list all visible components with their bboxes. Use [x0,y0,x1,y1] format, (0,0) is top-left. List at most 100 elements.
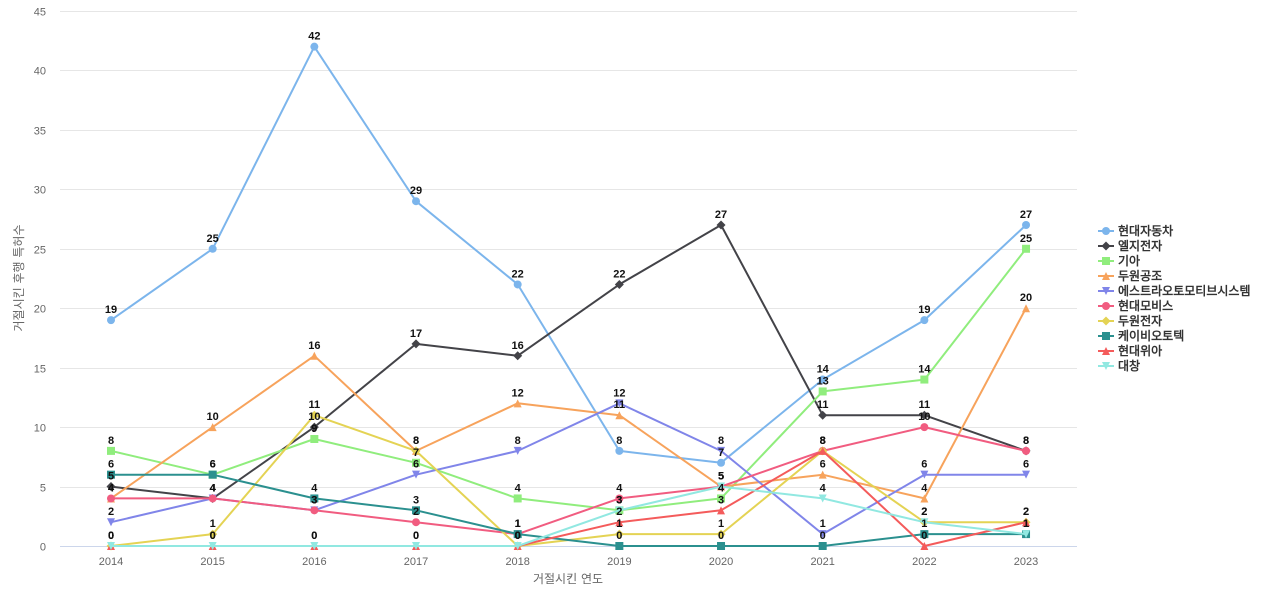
legend-label: 현대모비스 [1118,298,1173,313]
data-point [1022,518,1031,527]
data-point [513,351,523,361]
data-label: 8 [1023,435,1029,447]
data-point [920,542,929,550]
data-label: 22 [613,268,625,280]
data-label: 3 [718,494,724,506]
series-line [110,45,1027,464]
data-label: 4 [210,482,217,494]
data-label: 10 [918,411,930,423]
data-point [920,423,929,432]
legend-item: 두원전자 [1098,313,1162,328]
data-label: 1 [820,518,826,530]
data-point [412,518,421,527]
y-tick-label: 30 [34,185,46,197]
data-point [107,470,115,479]
data-point [920,470,929,479]
data-label: 16 [512,340,524,352]
data-label: 17 [410,328,422,340]
legend-item: 현대모비스 [1098,298,1173,313]
data-point [615,506,624,515]
series-line [111,449,1027,547]
data-point [1022,244,1031,253]
data-label: 27 [1020,209,1032,221]
data-label: 8 [718,435,724,447]
data-point [615,411,624,420]
y-tick-label: 10 [34,423,46,435]
data-label: 19 [918,304,930,316]
legend-label: 기아 [1118,253,1140,268]
data-label: 0 [210,530,216,542]
legend-item: 기아 [1098,253,1140,268]
data-label: 5 [108,471,114,483]
data-label: 0 [921,530,927,542]
data-point [717,506,726,515]
x-tick-label: 2023 [1014,556,1038,568]
series-line [111,426,1027,536]
series-1 [106,220,1031,503]
x-tick-label: 2020 [709,556,733,568]
data-label: 4 [515,482,522,494]
data-point [1022,221,1031,229]
data-point [615,399,624,408]
data-point [920,494,929,503]
data-label: 4 [210,482,217,494]
data-point [513,399,522,408]
data-point [615,542,624,550]
data-label: 6 [820,459,826,471]
data-label: 3 [311,494,317,506]
data-point [920,518,929,527]
data-point [920,316,929,325]
data-point [1022,446,1031,455]
data-label: 29 [410,185,422,197]
data-label: 13 [817,375,829,387]
data-point [1102,332,1110,340]
x-tick-label: 2016 [302,556,326,568]
data-point [412,542,421,550]
x-tick-label: 2015 [200,556,224,568]
data-point [106,482,116,492]
data-point [1101,241,1111,251]
legend-item: 대창 [1098,358,1140,373]
data-label: 8 [413,435,419,447]
data-point [1102,257,1110,265]
data-label: 2 [1023,506,1029,518]
data-point [716,220,726,230]
data-point [614,529,624,539]
data-label: 10 [207,411,219,423]
data-label: 11 [817,399,829,411]
data-point [310,494,319,503]
data-point [513,280,522,289]
data-point [818,530,827,539]
data-label: 0 [515,530,521,542]
data-point [513,542,522,550]
data-point [208,470,217,479]
data-label: 1 [210,518,216,530]
data-point [412,197,421,206]
series-6 [106,410,1031,551]
data-point [1102,302,1110,310]
data-label: 8 [515,435,521,447]
legend-item: 에스트라오토모티브시스템 [1098,283,1250,298]
legend-item: 현대위아 [1098,343,1162,358]
data-label: 0 [820,530,826,542]
data-point [818,446,827,455]
data-point [107,542,115,550]
data-point [513,446,522,455]
data-label: 0 [413,530,419,542]
series-line [110,224,1027,500]
grid-lines [60,11,1077,488]
data-label: 3 [413,494,419,506]
y-tick-label: 5 [40,483,46,495]
data-point [1102,362,1110,370]
data-label: 16 [308,340,320,352]
data-point [818,410,828,420]
x-axis-title: 거절시킨 연도 [533,572,603,586]
data-label: 5 [718,471,724,483]
data-point [208,244,217,253]
data-label: 4 [108,482,115,494]
data-label: 5 [718,471,724,483]
series-3 [107,304,1031,503]
data-point [919,410,929,420]
data-label: 25 [1020,233,1032,245]
